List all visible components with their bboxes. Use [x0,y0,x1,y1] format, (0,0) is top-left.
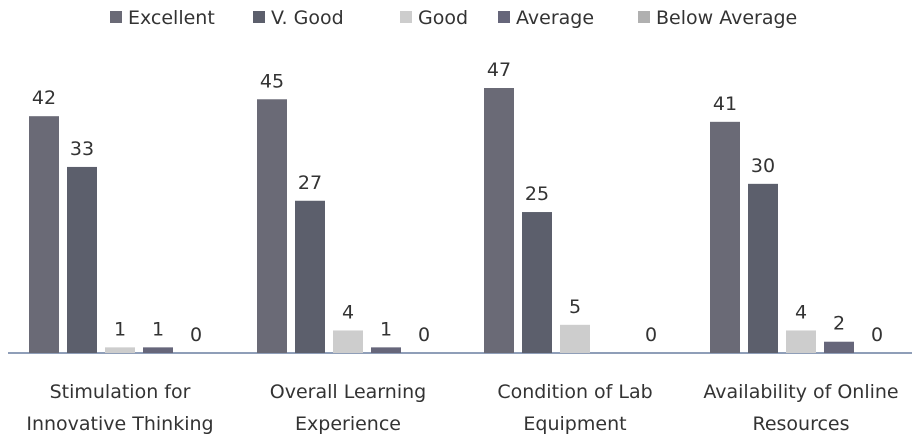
data-label: 41 [713,93,737,115]
data-label: 0 [871,324,883,346]
bar [257,99,287,353]
legend-swatch [638,11,650,23]
legend-swatch [110,11,122,23]
data-label: 1 [152,318,164,340]
data-label: 47 [487,59,511,81]
legend-swatch [400,11,412,23]
x-tick-label: Condition of Lab Equipment [497,381,653,435]
data-label: 45 [260,70,284,92]
data-label: 27 [298,172,322,194]
data-label: 0 [190,324,202,346]
legend-label: Below Average [656,7,797,29]
legend-swatch [498,11,510,23]
x-tick-label: Overall Learning Experience [269,381,427,435]
x-tick-label: Availability of Online Resources [703,381,899,435]
legend-label: Average [516,7,594,29]
bar [67,166,97,353]
data-label: 33 [70,138,94,160]
bar [710,121,740,353]
legend-label: Good [418,7,468,29]
x-tick-label: Stimulation for Innovative Thinking [26,381,214,435]
bar [105,347,135,353]
data-label: 0 [418,324,430,346]
legend-swatch [253,11,265,23]
bar [824,341,854,353]
legend-label: Excellent [128,7,215,29]
legend-label: V. Good [271,7,344,29]
data-label: 1 [114,318,126,340]
data-label: 25 [525,183,549,205]
data-label: 4 [342,301,354,323]
bar [295,200,325,353]
bar [333,330,363,353]
data-label: 0 [645,324,657,346]
bar [522,212,552,353]
bar [371,347,401,353]
data-label: 5 [569,296,581,318]
bar [560,324,590,353]
bar [29,116,59,353]
bar [748,183,778,353]
data-label: 4 [795,301,807,323]
data-label: 2 [833,313,845,335]
data-label: 30 [751,155,775,177]
data-label: 1 [380,318,392,340]
bar [484,88,514,353]
data-label: 42 [32,87,56,109]
bar [143,347,173,353]
bar [786,330,816,353]
